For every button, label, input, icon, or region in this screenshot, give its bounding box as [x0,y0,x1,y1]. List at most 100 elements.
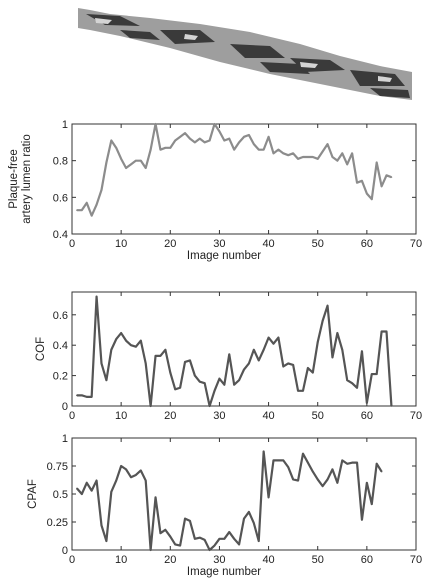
cof-data-point [257,359,260,362]
lumen-ratio-data-point [282,152,285,155]
cpaf-data-point [130,476,132,478]
lumen-ratio-data-point [248,134,250,136]
lumen-ratio-data-point [105,161,108,164]
lumen-ratio-data-point [90,214,93,217]
cof-data-point [277,336,280,339]
lumen-ratio-ylabel-line-1: Plaque-free [8,149,20,208]
lumen-ratio-data-point [95,203,98,206]
cof-xtick-label: 0 [69,410,75,422]
cpaf-data-point [361,518,363,521]
lumen-ratio-data-point [81,209,83,211]
cpaf-data-point [341,459,344,462]
cpaf-xtick-label: 60 [361,554,373,566]
lumen-ratio-data-point [390,176,393,178]
cpaf-data-point [272,459,275,462]
lumen-ratio-data-point [257,148,260,151]
lumen-ratio-data-point [272,152,275,155]
cpaf-xtick-label: 70 [410,554,422,566]
cpaf-xtick-label: 20 [164,554,176,566]
cof-data-point [272,342,275,345]
cpaf-data-point [248,511,250,513]
cof-data-point [213,390,216,392]
lumen-ratio-xtick-label: 60 [361,238,373,250]
cpaf-data-point [326,478,329,481]
lumen-ratio-data-point [253,143,255,145]
cof-data-point [356,386,358,389]
cpaf-ytick-label: 0.25 [47,517,68,529]
lumen-ratio-ytick-label: 0.6 [53,192,68,204]
lumen-ratio-xtick-label: 50 [312,238,324,250]
cof-ytick-label: 0.2 [53,371,68,383]
cof-data-point [267,336,270,339]
cof-data-point [149,405,152,407]
cpaf-data-point [203,539,206,541]
cpaf-data-point [164,529,167,531]
cof-data-point [144,362,147,365]
cpaf-data-point [262,450,265,453]
cpaf-data-point [267,496,270,499]
chart-cof: 0 10 20 30 40 50 60 70 0 0.2 0.4 0.6 COF [35,291,422,422]
lumen-ratio-data-point [130,163,132,166]
lumen-ratio-ylabel-line-2: artery lumen ratio [21,134,33,223]
cpaf-ylabel: CPAF [27,479,39,509]
lumen-ratio-series-line [76,122,392,217]
cpaf-xtick-label: 30 [213,554,225,566]
lumen-ratio-data-point [297,158,299,160]
lumen-ratio-xtick-label: 20 [164,238,176,250]
lumen-ratio-data-point [189,137,191,140]
cof-data-point [238,379,240,381]
lumen-ratio-data-point [307,156,309,158]
cof-data-point [179,386,181,389]
lumen-ratio-data-point [135,159,137,162]
cpaf-data-point [95,479,98,482]
cpaf-data-point [169,535,172,538]
cof-data-point [380,330,383,333]
lumen-ratio-data-point [100,189,103,191]
cof-data-point [81,394,83,397]
lumen-ratio-data-point [208,139,211,142]
cpaf-xtick-label: 0 [69,554,75,566]
cpaf-data-point [243,517,245,520]
lumen-ratio-data-point [312,156,314,158]
cof-xtick-label: 70 [410,410,422,422]
cpaf-data-point [277,459,280,462]
cpaf-data-point [159,532,162,534]
lumen-ratio-data-point [149,148,152,151]
cpaf-data-point [282,459,285,462]
cof-data-point [321,320,324,322]
cof-ylabel: COF [35,337,47,361]
lumen-ratio-data-point [262,148,265,151]
cpaf-data-point [316,478,319,481]
lumen-ratio-data-point [277,148,280,151]
cpaf-data-point [302,452,304,455]
cof-data-point [302,390,304,392]
cof-data-point [351,382,353,384]
lumen-ratio-data-point [316,158,319,160]
cof-data-point [346,379,349,381]
chart-cpaf: 0 10 20 30 40 50 60 70 0 0.25 0.5 0.75 1 Image number… [27,433,422,578]
cof-xtick-label: 50 [312,410,324,422]
cpaf-data-point [218,538,221,540]
lumen-ratio-xtick-label: 10 [115,238,127,250]
cpaf-data-point [81,493,83,495]
cof-data-point [326,304,329,307]
cof-data-point [253,348,255,351]
cof-data-point [208,405,211,407]
lumen-ratio-data-point [144,167,147,169]
cof-data-point [366,402,368,404]
lumen-ratio-xtick-label: 30 [213,238,225,250]
lumen-ratio-data-point [203,141,206,144]
cof-data-point [287,362,290,365]
lumen-ratio-data-point [140,159,142,162]
cof-xtick-label: 30 [213,410,225,422]
cof-data-point [297,390,299,392]
cof-data-point [243,368,245,371]
cpaf-data-point [287,466,290,468]
lumen-ratio-ytick-label: 1 [62,119,68,131]
cof-data-point [105,379,108,381]
cof-data-point [159,355,162,357]
cof-data-point [76,394,78,397]
cof-data-point [228,353,231,356]
cof-data-point [336,332,339,334]
cof-data-point [120,332,122,334]
